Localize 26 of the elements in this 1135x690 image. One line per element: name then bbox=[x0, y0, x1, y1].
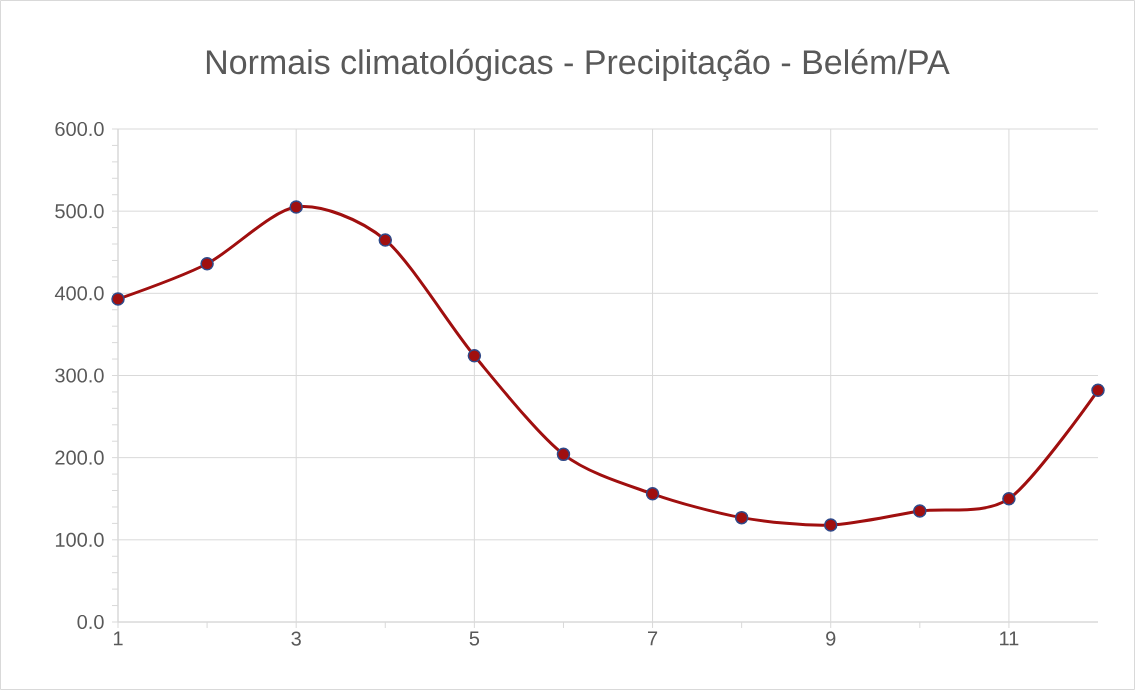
point bbox=[1002, 491, 1016, 506]
point bbox=[1091, 383, 1105, 398]
y-tick-label: 100.0 bbox=[55, 532, 104, 547]
point bbox=[289, 200, 303, 214]
point bbox=[645, 487, 660, 501]
point bbox=[823, 518, 838, 532]
x-tick-label: 3 bbox=[291, 631, 301, 646]
point bbox=[200, 257, 214, 271]
y-tick-label: 600.0 bbox=[55, 121, 104, 137]
point bbox=[556, 447, 571, 462]
y-tick-label: 300.0 bbox=[55, 368, 104, 383]
chart-title: Normais climatológicas - Precipitação - Belém/PA bbox=[206, 48, 950, 82]
y-tick-label: 400.0 bbox=[54, 286, 104, 301]
y-tick-label: 500.0 bbox=[55, 204, 104, 219]
y-tick-label: 200.0 bbox=[55, 450, 104, 465]
point bbox=[378, 233, 393, 247]
point bbox=[111, 292, 125, 306]
x-tick-label: 9 bbox=[826, 631, 836, 646]
x-tick-label: 7 bbox=[648, 631, 658, 646]
point bbox=[467, 349, 482, 363]
y-tick-label: 0.0 bbox=[77, 614, 104, 630]
x-tick-label: 1 bbox=[113, 631, 123, 646]
x-tick-label: 11 bbox=[1000, 631, 1019, 646]
point bbox=[734, 510, 749, 525]
point bbox=[913, 504, 927, 518]
x-tick-label: 5 bbox=[469, 631, 480, 646]
